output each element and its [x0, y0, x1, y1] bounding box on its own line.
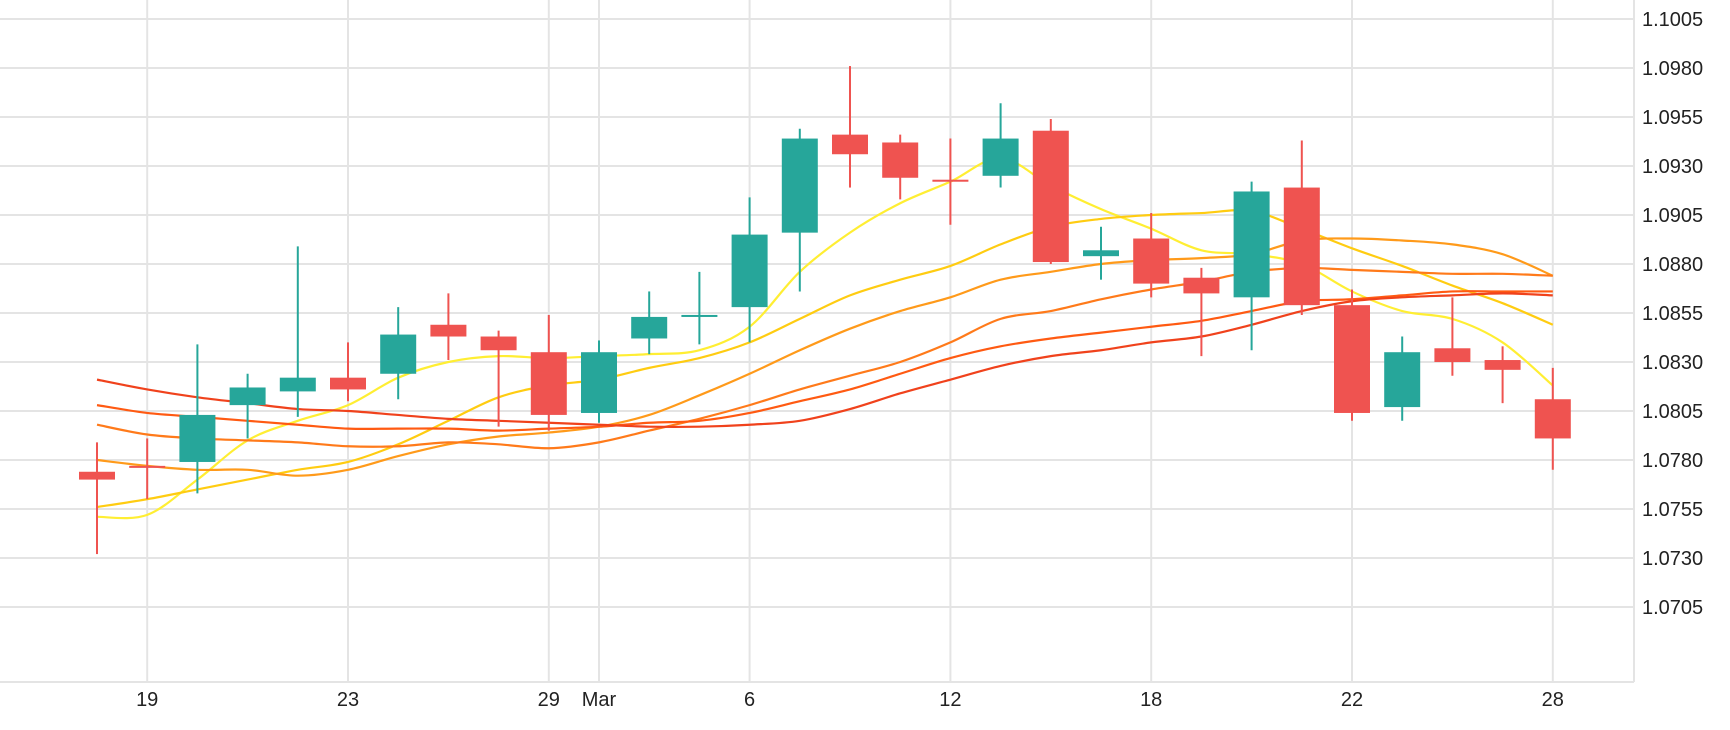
candle-body — [480, 336, 517, 351]
y-tick-label: 1.0805 — [1642, 401, 1703, 423]
candle-body — [530, 352, 567, 415]
candle-down — [1534, 367, 1571, 470]
candle-body — [932, 179, 969, 182]
candle-body — [1434, 348, 1471, 362]
candle-up — [1083, 226, 1119, 280]
candle-body — [832, 134, 868, 155]
candle-down — [430, 293, 467, 361]
candle-body — [1032, 130, 1069, 263]
moving-average-line-6 — [96, 292, 1553, 429]
candle-down — [330, 342, 366, 402]
candle-down — [1334, 289, 1370, 421]
candle-body — [882, 142, 919, 178]
x-tick-label: 19 — [136, 689, 158, 711]
candle-down — [1283, 140, 1320, 315]
candle-up — [982, 103, 1019, 188]
candle-up — [229, 373, 266, 439]
candle-up — [731, 197, 768, 343]
candle-body — [380, 334, 417, 374]
y-tick-label: 1.0755 — [1642, 499, 1703, 521]
candle-up — [1384, 336, 1421, 421]
candle-body — [1534, 399, 1571, 439]
y-tick-label: 1.0880 — [1642, 254, 1703, 276]
candle-down — [1032, 118, 1069, 264]
candle-up — [681, 271, 718, 345]
x-tick-label: 23 — [337, 689, 359, 711]
x-tick-label: 28 — [1542, 689, 1564, 711]
candle-up — [631, 291, 668, 355]
y-tick-label: 1.0730 — [1642, 548, 1703, 570]
y-tick-label: 1.0780 — [1642, 450, 1703, 472]
candle-body — [681, 314, 718, 317]
candle-down — [1133, 213, 1170, 298]
candle-down — [932, 138, 969, 225]
candle-body — [1334, 305, 1370, 413]
candle-up — [179, 344, 216, 494]
y-tick-label: 1.0905 — [1642, 205, 1703, 227]
candle-down — [79, 442, 115, 555]
axes: 1.1005 1.0980 1.0955 1.0930 1.0905 1.0880 1.08… — [0, 0, 1703, 711]
candle-down — [480, 330, 517, 427]
y-tick-label: 1.0955 — [1642, 107, 1703, 129]
y-tick-label: 1.0855 — [1642, 303, 1703, 325]
x-tick-label: Mar — [582, 689, 617, 711]
candle-down — [832, 66, 868, 188]
candle-body — [731, 234, 768, 308]
candle-down — [129, 438, 166, 500]
candle-up — [781, 128, 818, 292]
x-tick-label: 22 — [1341, 689, 1363, 711]
y-tick-label: 1.0980 — [1642, 58, 1703, 80]
candle-body — [982, 138, 1019, 176]
candle-up — [380, 307, 417, 400]
y-tick-label: 1.0830 — [1642, 352, 1703, 374]
candles — [79, 66, 1571, 555]
candle-body — [330, 377, 366, 390]
candle-body — [781, 138, 818, 233]
grid-lines — [0, 0, 1634, 682]
candle-body — [430, 324, 467, 337]
candle-up — [581, 340, 617, 423]
candle-body — [179, 414, 216, 462]
candle-body — [279, 377, 316, 392]
candle-body — [229, 387, 266, 406]
candle-body — [1484, 360, 1521, 370]
x-tick-label: 18 — [1140, 689, 1162, 711]
x-tick-label: 6 — [744, 689, 755, 711]
candle-body — [1083, 250, 1119, 257]
candle-up — [279, 246, 316, 417]
candle-body — [581, 352, 617, 413]
candle-body — [1183, 277, 1220, 294]
candle-down — [1484, 346, 1521, 404]
candle-down — [1434, 297, 1471, 376]
candle-body — [129, 465, 166, 468]
candle-body — [1133, 238, 1170, 284]
candle-down — [1183, 267, 1220, 357]
candle-down — [882, 134, 919, 200]
y-tick-label: 1.0705 — [1642, 597, 1703, 619]
candle-up — [1233, 181, 1270, 351]
candle-body — [1384, 352, 1421, 408]
candle-body — [1283, 187, 1320, 306]
y-tick-label: 1.1005 — [1642, 9, 1703, 31]
y-tick-label: 1.0930 — [1642, 156, 1703, 178]
candle-body — [631, 316, 668, 339]
candle-body — [1233, 191, 1270, 298]
candle-down — [530, 314, 567, 431]
candle-body — [79, 471, 115, 480]
x-tick-label: 29 — [538, 689, 560, 711]
x-tick-label: 12 — [939, 689, 961, 711]
